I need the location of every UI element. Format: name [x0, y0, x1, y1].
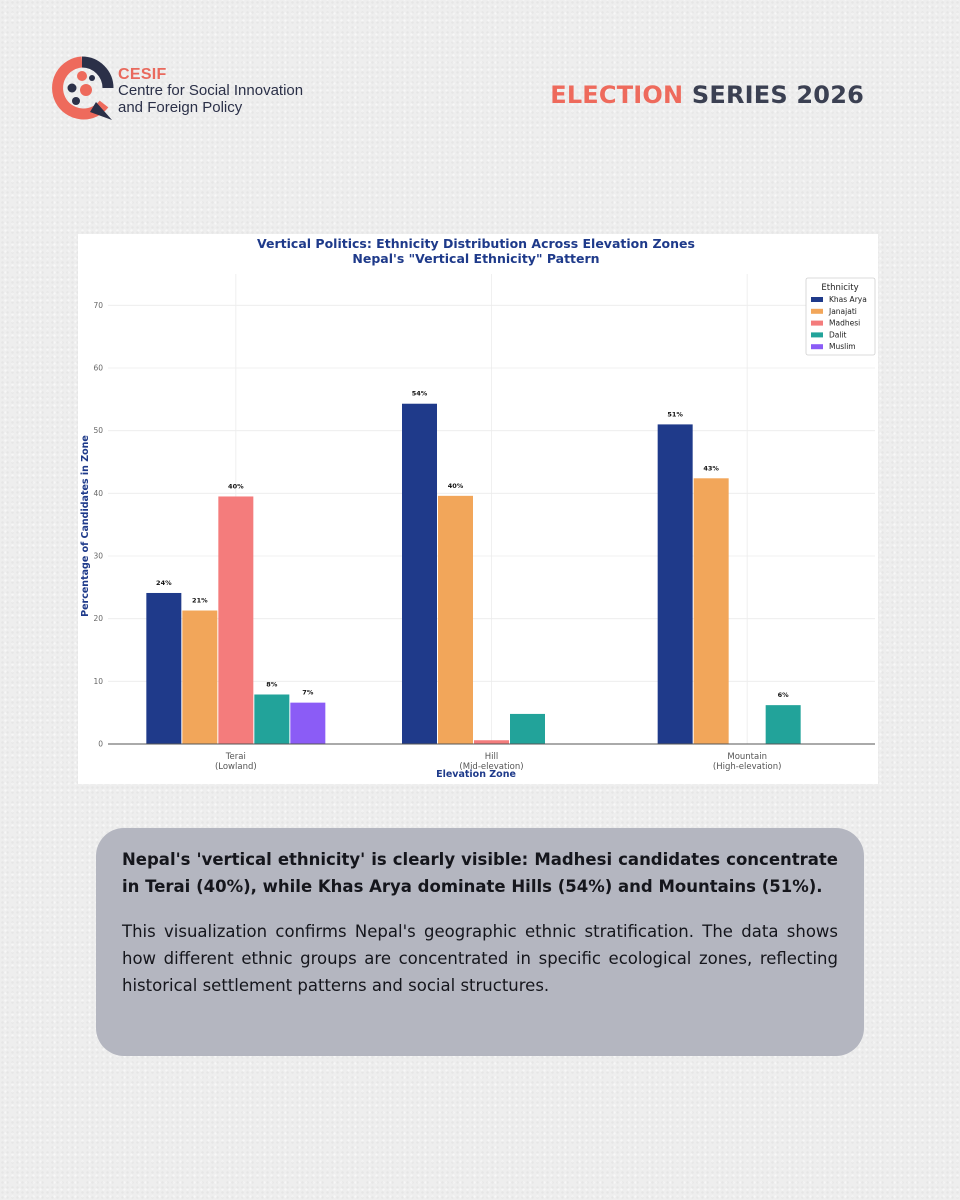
bar-janajati	[693, 478, 729, 744]
insight-body: This visualization confirms Nepal's geog…	[122, 922, 838, 995]
bar-madhesi	[218, 496, 254, 744]
data-labels-layer: 24% 21% 40% 8% 7% 54% 40% 51% 43% 6%	[156, 390, 789, 699]
bar-khas-arya	[657, 424, 693, 744]
legend-swatch	[811, 320, 823, 326]
y-ticks-layer: 0 10 20 30 40 50 60 70	[93, 301, 103, 749]
legend-swatch	[811, 308, 823, 314]
series-title-part2: SERIES 2026	[691, 81, 864, 109]
data-label: 51%	[667, 410, 683, 418]
x-tick-sublabel: (Lowland)	[215, 762, 257, 772]
x-tick-sublabel: (Mid-elevation)	[459, 762, 523, 772]
data-label: 8%	[266, 680, 278, 688]
brand-name-line1: Centre for Social Innovation	[118, 82, 304, 99]
y-tick-label: 30	[93, 552, 103, 561]
cesif-logo-icon	[52, 56, 114, 120]
bar-dalit	[510, 713, 545, 744]
series-title-part1: ELECTION	[550, 81, 684, 109]
x-axis-label: Elevation Zone	[436, 769, 516, 780]
legend-label: Khas Arya	[829, 295, 867, 304]
chart-title: Vertical Politics: Ethnicity Distributio…	[257, 236, 695, 251]
bar-khas-arya	[402, 403, 437, 744]
y-tick-label: 50	[93, 426, 103, 435]
y-tick-label: 0	[98, 740, 103, 749]
x-tick-label: Mountain	[727, 752, 767, 762]
data-label: 7%	[302, 689, 314, 697]
x-ticks-layer: Terai(Lowland) Hill(Mid-elevation) Mountai…	[215, 752, 781, 772]
chart-card: Vertical Politics: Ethnicity Distributio…	[78, 234, 878, 784]
legend: Ethnicity Khas Arya Janajati Madhesi Dalit M…	[805, 277, 876, 356]
brand-name-line2: and Foreign Policy	[118, 99, 243, 116]
x-tick-label: Terai	[225, 752, 246, 762]
bar-muslim	[290, 702, 326, 744]
legend-box	[805, 277, 876, 356]
bar-madhesi	[474, 740, 509, 744]
y-tick-label: 60	[93, 364, 103, 373]
y-tick-label: 20	[93, 614, 103, 623]
data-label: 6%	[778, 691, 790, 699]
brand-acronym: CESIF	[118, 66, 167, 83]
data-label: 21%	[192, 597, 208, 605]
data-label: 54%	[412, 390, 428, 398]
x-tick-label: Hill	[485, 752, 498, 762]
legend-items: Khas Arya Janajati Madhesi Dalit Muslim	[811, 295, 867, 351]
insight-panel: Nepal's 'vertical ethnicity' is clearly …	[96, 828, 864, 1056]
data-label: 40%	[448, 482, 464, 490]
insight-headline: Nepal's 'vertical ethnicity' is clearly …	[122, 850, 838, 896]
y-tick-label: 10	[93, 677, 103, 686]
data-label: 40%	[228, 482, 244, 490]
bar-dalit	[254, 694, 290, 744]
legend-label: Janajati	[828, 307, 857, 316]
y-tick-label: 40	[93, 489, 103, 498]
legend-swatch	[811, 297, 823, 302]
bar-chart: Vertical Politics: Ethnicity Distributio…	[80, 236, 876, 780]
y-axis-label: Percentage of Candidates in Zone	[80, 435, 91, 617]
bars-layer	[146, 403, 801, 744]
legend-swatch	[811, 344, 823, 350]
y-tick-label: 70	[93, 301, 103, 310]
x-tick-sublabel: (High-elevation)	[713, 762, 782, 772]
bar-khas-arya	[146, 592, 182, 744]
legend-label: Madhesi	[829, 319, 860, 328]
chart-subtitle: Nepal's "Vertical Ethnicity" Pattern	[352, 251, 599, 266]
brand-name: Centre for Social Innovation and Foreign…	[118, 82, 348, 116]
bar-janajati	[182, 610, 218, 744]
bar-dalit	[765, 705, 801, 744]
data-label: 43%	[703, 464, 719, 472]
bar-janajati	[438, 495, 473, 744]
series-title: ELECTION SERIES 2026	[550, 81, 864, 109]
legend-swatch	[811, 332, 823, 338]
data-label: 24%	[156, 579, 172, 587]
legend-title: Ethnicity	[821, 283, 858, 293]
legend-label: Muslim	[829, 342, 856, 351]
legend-label: Dalit	[829, 330, 847, 339]
